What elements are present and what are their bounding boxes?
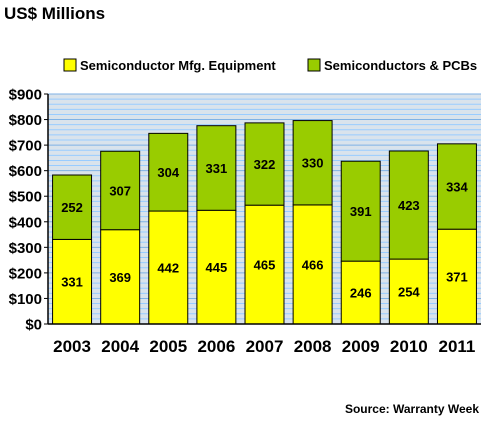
legend-label-1: Semiconductors & PCBs bbox=[324, 58, 477, 73]
x-axis: 2003 2004 2005 2006 2007 2008 2009 2010 2011 bbox=[48, 323, 481, 356]
chart-title: US$ Millions bbox=[4, 4, 105, 23]
y-axis: $0 $100 $200 $300 $400 $500 $600 $700 $800 $900 bbox=[9, 87, 49, 334]
x-tick-label: 2007 bbox=[246, 337, 284, 356]
bar-2006-series-1 bbox=[196, 125, 237, 211]
data-label: 330 bbox=[302, 156, 324, 171]
y-tick-label: $200 bbox=[9, 265, 42, 282]
y-tick-label: $400 bbox=[9, 214, 42, 231]
y-tick-label: $100 bbox=[9, 291, 42, 308]
bar-2005-series-0 bbox=[148, 210, 189, 325]
y-tick-label: $300 bbox=[9, 240, 42, 257]
x-tick-label: 2004 bbox=[101, 337, 139, 356]
bar-2003-series-0 bbox=[52, 238, 93, 325]
x-tick-label: 2009 bbox=[342, 337, 380, 356]
data-label: 246 bbox=[350, 286, 372, 301]
data-label: 369 bbox=[109, 270, 131, 285]
bar-2008-series-1 bbox=[292, 120, 333, 206]
data-label: 334 bbox=[446, 180, 468, 195]
y-tick-label: $700 bbox=[9, 138, 42, 155]
y-tick-label: $600 bbox=[9, 163, 42, 180]
data-label: 442 bbox=[157, 261, 179, 276]
bar-2004-series-0 bbox=[100, 229, 141, 325]
data-label: 254 bbox=[398, 285, 420, 300]
bar-2009-series-1 bbox=[340, 160, 381, 262]
bar-2005-series-1 bbox=[148, 132, 189, 212]
data-label: 304 bbox=[157, 165, 179, 180]
bar-2006-series-0 bbox=[196, 209, 237, 325]
data-label: 307 bbox=[109, 183, 131, 198]
x-tick-label: 2005 bbox=[149, 337, 187, 356]
bars: 331 252 369 307 442 304 445 331 465 322 466 330 246 3… bbox=[52, 120, 477, 325]
legend-swatch-0 bbox=[63, 58, 77, 72]
legend: Semiconductor Mfg. Equipment Semiconduct… bbox=[63, 58, 477, 73]
x-tick-label: 2010 bbox=[390, 337, 428, 356]
data-label: 252 bbox=[61, 200, 83, 215]
y-tick-label: $500 bbox=[9, 189, 42, 206]
legend-swatch-1 bbox=[307, 58, 321, 72]
data-label: 465 bbox=[254, 258, 276, 273]
bar-2008-series-0 bbox=[292, 204, 333, 325]
x-tick-label: 2003 bbox=[53, 337, 91, 356]
x-tick-label: 2008 bbox=[294, 337, 332, 356]
bar-2010-series-1 bbox=[388, 150, 429, 260]
y-tick-label: $800 bbox=[9, 112, 42, 129]
data-label: 371 bbox=[446, 270, 468, 285]
bar-2004-series-1 bbox=[100, 150, 141, 231]
x-tick-label: 2011 bbox=[438, 337, 475, 356]
bar-2003-series-1 bbox=[52, 174, 93, 240]
bar-2007-series-0 bbox=[244, 204, 285, 325]
data-label: 331 bbox=[61, 275, 83, 290]
source-note: Source: Warranty Week bbox=[345, 402, 479, 416]
data-label: 331 bbox=[206, 161, 228, 176]
data-label: 445 bbox=[206, 260, 228, 275]
legend-label-0: Semiconductor Mfg. Equipment bbox=[80, 58, 276, 73]
data-label: 423 bbox=[398, 198, 420, 213]
bar-2007-series-1 bbox=[244, 122, 285, 206]
data-label: 391 bbox=[350, 204, 372, 219]
data-label: 322 bbox=[254, 157, 276, 172]
y-tick-label: $900 bbox=[9, 87, 42, 104]
x-tick-label: 2006 bbox=[197, 337, 235, 356]
data-label: 466 bbox=[302, 257, 324, 272]
y-tick-label: $0 bbox=[25, 317, 42, 334]
bar-2011-series-1 bbox=[436, 143, 477, 230]
